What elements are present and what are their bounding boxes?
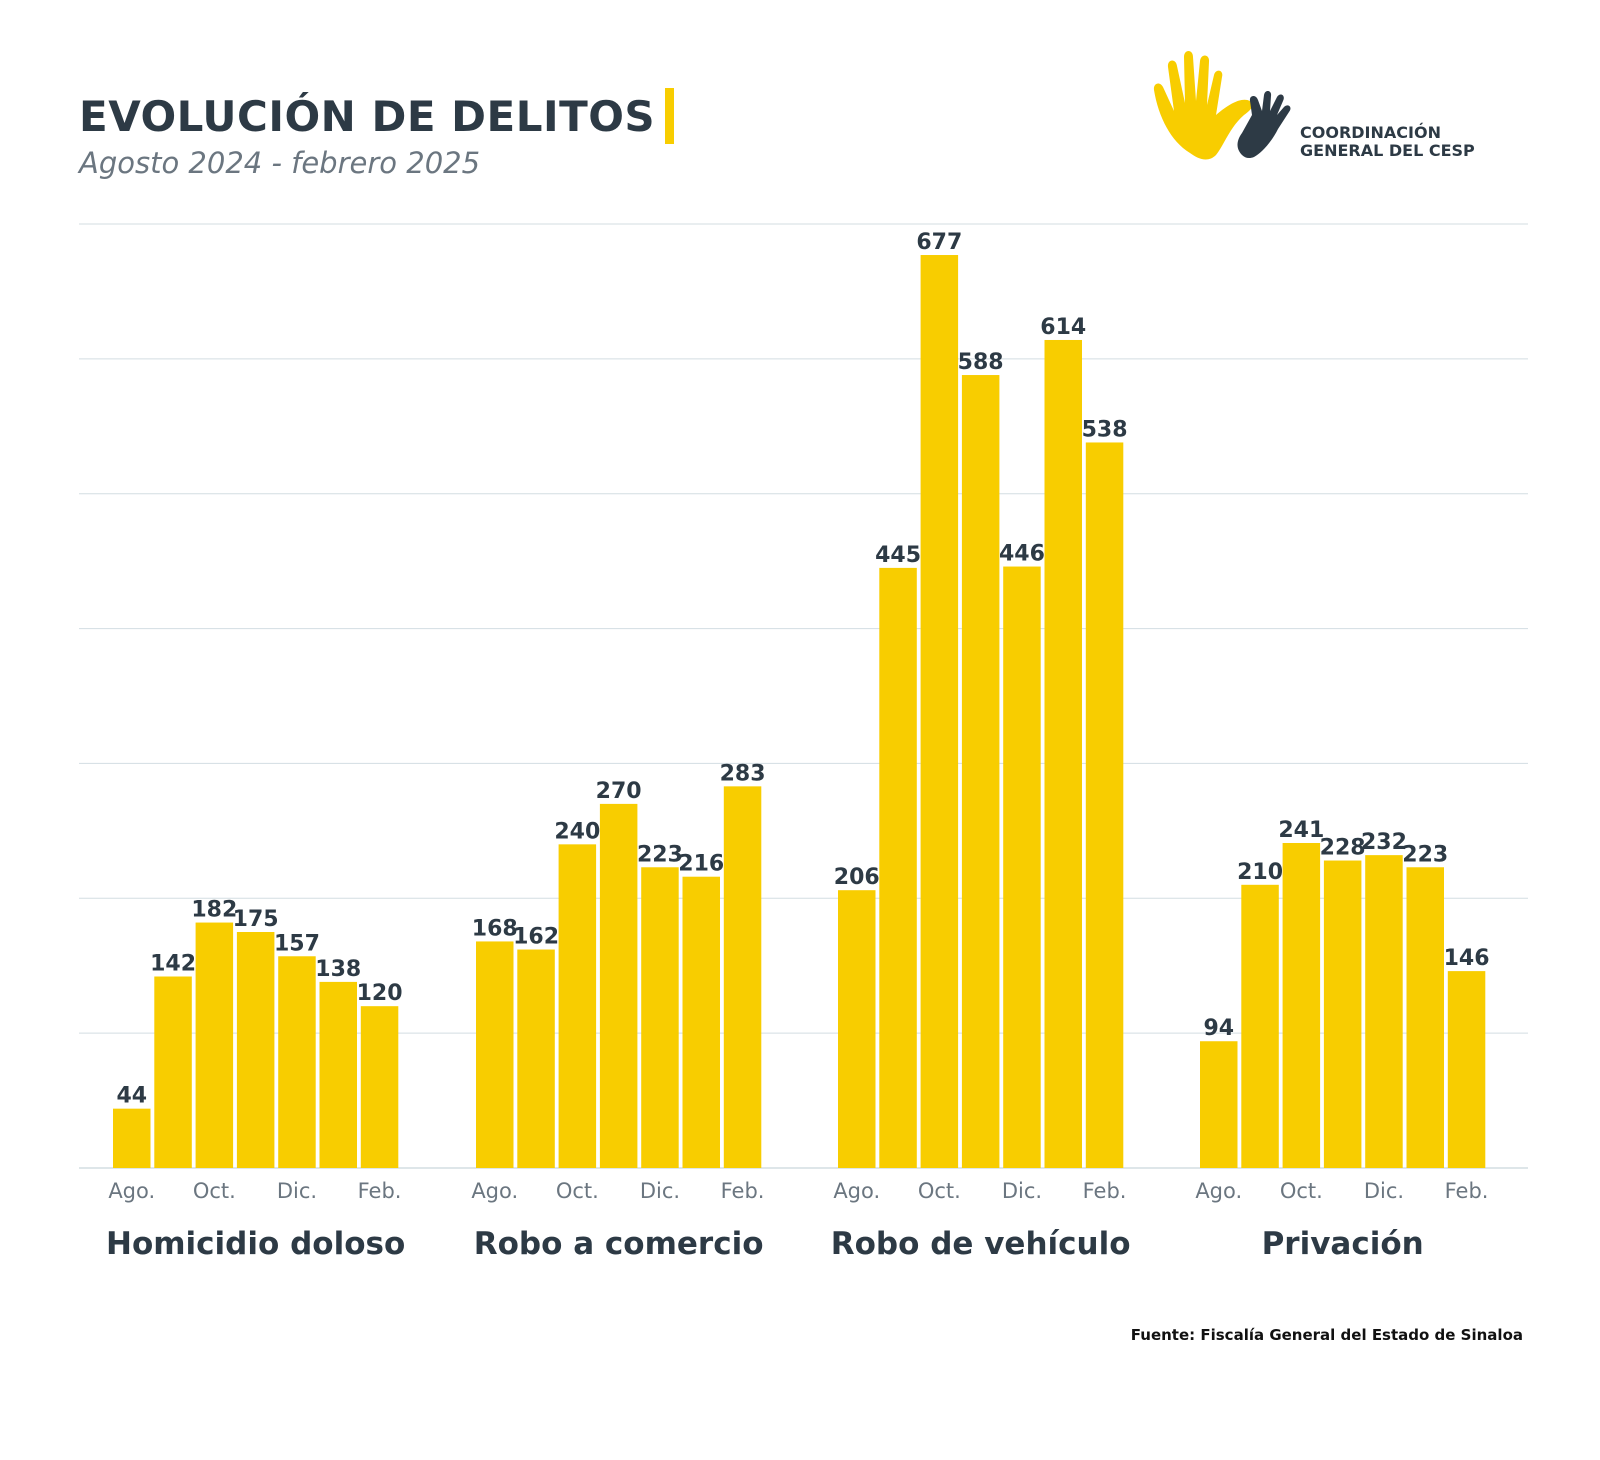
x-tick-label: Dic.: [1364, 1179, 1404, 1203]
bar: [723, 786, 762, 1168]
group-label: Privación: [1262, 1226, 1424, 1262]
data-label: 223: [637, 842, 683, 867]
x-tick-label: Dic.: [1002, 1179, 1042, 1203]
data-label: 175: [233, 907, 279, 932]
data-label: 210: [1237, 860, 1283, 885]
bar: [920, 255, 959, 1168]
bar: [1044, 339, 1082, 1168]
data-label: 157: [274, 931, 320, 956]
data-label: 216: [678, 852, 724, 877]
data-label: 241: [1278, 818, 1324, 843]
bar: [319, 981, 357, 1168]
title-accent-bar: [665, 88, 675, 144]
source-note: Fuente: Fiscalía General del Estado de S…: [1130, 1326, 1523, 1344]
data-label: 162: [513, 925, 559, 950]
data-label: 138: [315, 957, 361, 982]
data-label: 446: [999, 542, 1045, 567]
x-tick-label: Oct.: [1280, 1179, 1323, 1203]
data-label: 614: [1040, 315, 1086, 340]
data-label: 44: [116, 1084, 147, 1109]
data-label: 445: [875, 543, 921, 568]
data-label: 182: [191, 898, 237, 923]
page-subtitle: Agosto 2024 - febrero 2025: [79, 146, 481, 180]
bar: [1200, 1041, 1238, 1168]
hands-icon: [1153, 51, 1291, 160]
bar: [682, 876, 720, 1168]
page-title: EVOLUCIÓN DE DELITOS: [79, 88, 675, 144]
group-label: Robo a comercio: [474, 1226, 764, 1262]
group-label: Robo de vehículo: [831, 1226, 1131, 1262]
bar: [641, 867, 679, 1168]
bar: [1447, 971, 1486, 1168]
bar: [1365, 855, 1403, 1168]
x-tick-label: Oct.: [556, 1179, 599, 1203]
bar: [476, 941, 514, 1168]
bar: [1323, 860, 1362, 1168]
bar: [961, 375, 1000, 1168]
x-tick-label: Feb.: [721, 1179, 765, 1203]
x-tick-label: Oct.: [918, 1179, 961, 1203]
bar: [517, 949, 555, 1168]
group-label: Homicidio doloso: [106, 1226, 405, 1262]
bar: [1085, 442, 1124, 1168]
x-tick-label: Ago.: [108, 1179, 155, 1203]
data-label: 168: [472, 916, 518, 941]
bar: [360, 1006, 399, 1168]
bar: [838, 890, 876, 1168]
x-tick-label: Dic.: [277, 1179, 317, 1203]
x-tick-label: Ago.: [1195, 1179, 1242, 1203]
x-tick-label: Oct.: [193, 1179, 236, 1203]
bar: [195, 922, 234, 1168]
x-tick-label: Feb.: [358, 1179, 402, 1203]
logo-text: COORDINACIÓN GENERAL DEL CESP: [1300, 124, 1475, 160]
data-label: 228: [1320, 836, 1366, 861]
bar: [558, 844, 597, 1168]
bar: [599, 803, 638, 1168]
bar: [236, 932, 275, 1168]
data-label: 142: [150, 952, 196, 977]
bar: [278, 956, 316, 1168]
data-label: 588: [958, 350, 1004, 375]
data-label: 677: [916, 230, 962, 255]
data-label: 94: [1203, 1016, 1234, 1041]
x-tick-label: Feb.: [1445, 1179, 1489, 1203]
data-label: 240: [554, 819, 600, 844]
data-label: 146: [1444, 946, 1490, 971]
bar: [879, 567, 917, 1168]
data-label: 206: [834, 865, 880, 890]
logo-line-2: GENERAL DEL CESP: [1300, 141, 1475, 160]
data-label: 232: [1361, 830, 1407, 855]
bar: [1003, 566, 1041, 1168]
data-label: 270: [596, 779, 642, 804]
x-tick-label: Feb.: [1083, 1179, 1127, 1203]
logo-line-1: COORDINACIÓN: [1300, 123, 1441, 142]
x-tick-label: Dic.: [640, 1179, 680, 1203]
bar: [1282, 842, 1321, 1168]
bar: [1406, 867, 1444, 1168]
data-label: 223: [1402, 842, 1448, 867]
x-tick-label: Ago.: [471, 1179, 518, 1203]
data-label: 283: [720, 761, 766, 786]
bar: [1241, 884, 1279, 1168]
bar: [113, 1108, 151, 1168]
bar: [154, 976, 192, 1168]
x-tick-label: Ago.: [833, 1179, 880, 1203]
data-label: 538: [1082, 417, 1128, 442]
data-label: 120: [357, 981, 403, 1006]
title-text: EVOLUCIÓN DE DELITOS: [79, 91, 656, 141]
